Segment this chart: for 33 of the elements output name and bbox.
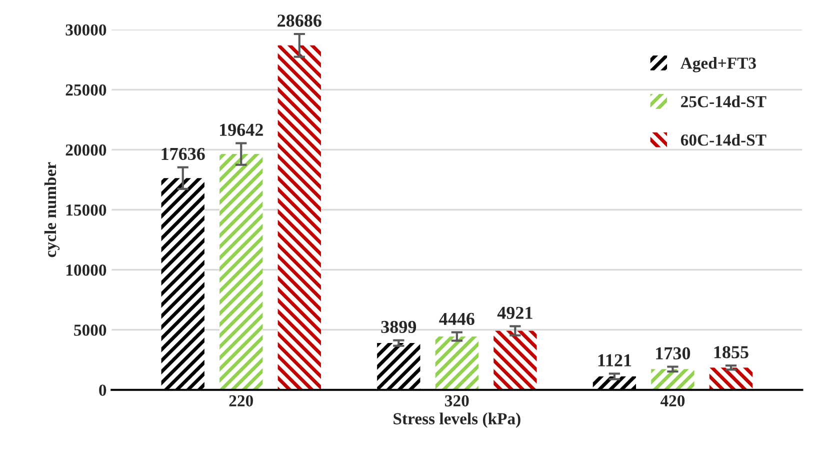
data-label: 3899 <box>381 320 416 334</box>
bar <box>494 330 537 390</box>
x-tick-label: 320 <box>445 395 469 406</box>
data-label: 4921 <box>497 306 532 319</box>
x-tick-label: 420 <box>660 395 685 406</box>
y-tick-label: 0 <box>99 384 106 396</box>
bar <box>592 376 636 390</box>
data-label: 17636 <box>162 148 205 160</box>
bar <box>377 343 420 390</box>
y-tick-label: 10000 <box>66 264 106 276</box>
data-label: 1855 <box>714 346 748 358</box>
y-tick-label: 5000 <box>74 324 106 336</box>
x-tick-label: 220 <box>229 395 253 406</box>
bar <box>220 154 263 390</box>
legend-label: 25C-14d-ST <box>681 96 766 108</box>
bar <box>709 368 753 390</box>
data-label: 1730 <box>656 347 690 360</box>
data-label: 4446 <box>439 312 474 326</box>
bar <box>278 45 321 390</box>
data-label: 28686 <box>278 14 322 27</box>
x-axis-title: Stress levels (kPa) <box>394 412 520 428</box>
y-tick-label: 25000 <box>66 84 106 96</box>
y-tick-label: 20000 <box>66 144 106 156</box>
bar <box>161 178 204 390</box>
y-tick-label: 30000 <box>66 24 106 36</box>
bar <box>435 336 478 390</box>
bar <box>651 369 694 390</box>
data-label: 19642 <box>220 124 263 136</box>
y-tick-label: 15000 <box>66 204 106 216</box>
y-axis-title: cycle number <box>44 162 60 258</box>
legend-label: Aged+FT3 <box>680 57 756 72</box>
legend-label: 60C-14d-ST <box>680 134 766 146</box>
data-label: 1121 <box>598 354 632 366</box>
